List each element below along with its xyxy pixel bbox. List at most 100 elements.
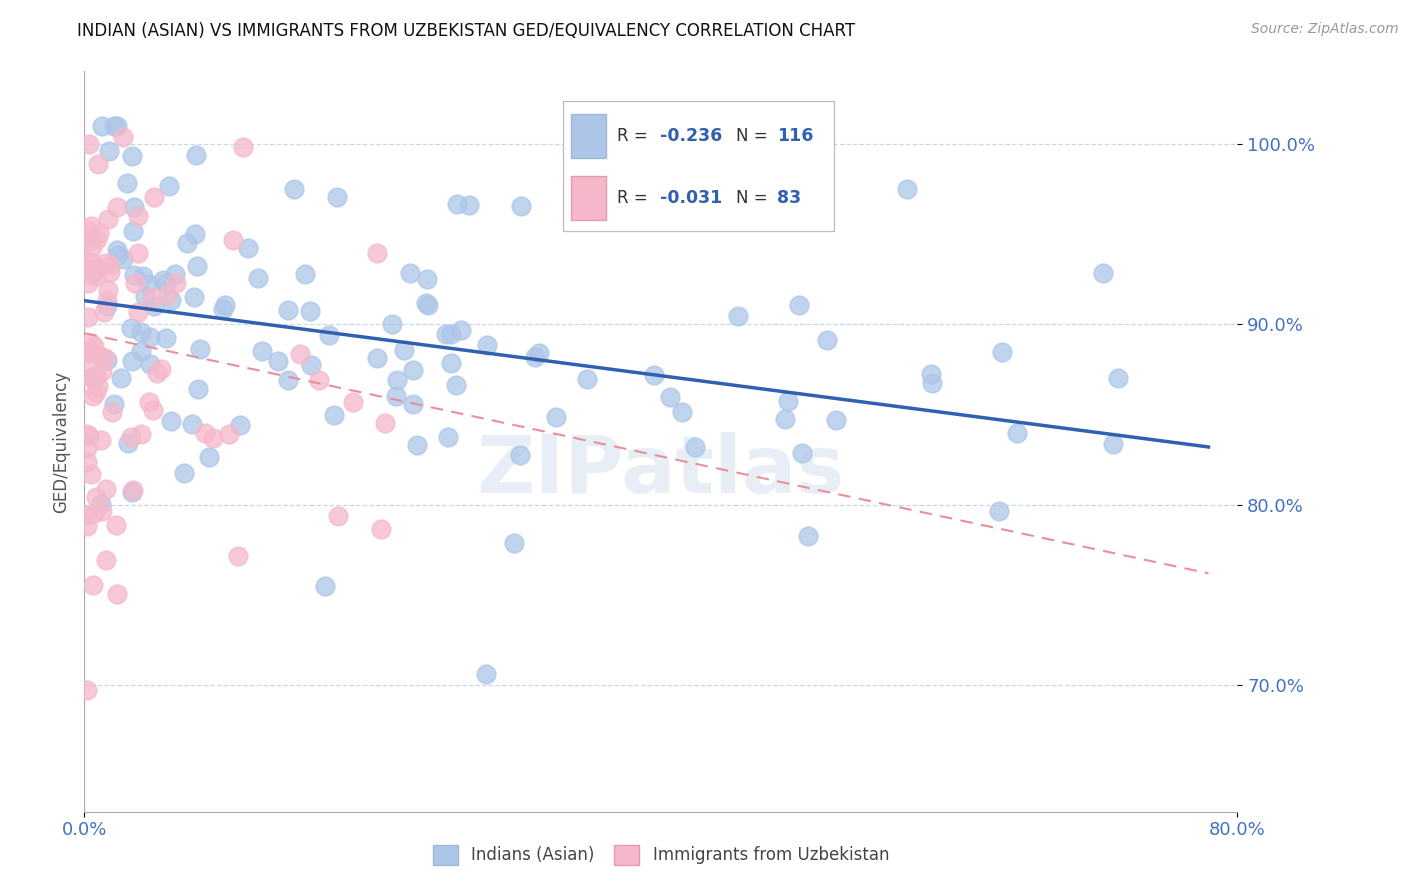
Point bbox=[825, 413, 848, 427]
Point bbox=[402, 397, 425, 411]
Point bbox=[80, 267, 103, 281]
Point bbox=[440, 327, 463, 342]
Point bbox=[97, 212, 120, 227]
Point bbox=[142, 403, 165, 417]
Point bbox=[920, 367, 942, 381]
Point bbox=[76, 344, 98, 359]
Point bbox=[76, 260, 98, 275]
Point bbox=[122, 268, 145, 282]
Point bbox=[437, 430, 460, 444]
Point bbox=[671, 405, 693, 419]
Point bbox=[134, 288, 156, 302]
Point bbox=[184, 148, 207, 162]
Point bbox=[370, 522, 392, 536]
Point bbox=[91, 364, 114, 378]
Point bbox=[187, 382, 209, 396]
Point bbox=[188, 342, 211, 356]
Point bbox=[87, 227, 110, 241]
Point bbox=[475, 666, 498, 681]
Point bbox=[84, 369, 107, 384]
Point bbox=[232, 140, 254, 154]
Point bbox=[159, 414, 181, 428]
Point bbox=[77, 429, 100, 443]
Point bbox=[120, 320, 142, 334]
Point bbox=[299, 359, 322, 373]
Point bbox=[643, 368, 665, 383]
Point bbox=[416, 298, 439, 312]
Point bbox=[214, 298, 236, 312]
Point bbox=[76, 441, 98, 455]
Point bbox=[156, 288, 179, 302]
Point bbox=[100, 265, 122, 279]
Point bbox=[1107, 370, 1129, 384]
Point bbox=[83, 506, 105, 520]
Point bbox=[294, 268, 316, 282]
Point bbox=[152, 273, 174, 287]
Point bbox=[110, 371, 132, 385]
Point bbox=[76, 455, 98, 469]
Point bbox=[120, 430, 142, 444]
Point bbox=[277, 373, 299, 387]
Point bbox=[385, 389, 408, 403]
Text: Source: ZipAtlas.com: Source: ZipAtlas.com bbox=[1251, 22, 1399, 37]
Point bbox=[76, 256, 98, 270]
Point bbox=[107, 248, 129, 262]
Point bbox=[157, 178, 180, 193]
Point bbox=[138, 394, 160, 409]
Point bbox=[288, 347, 311, 361]
Point bbox=[527, 345, 550, 359]
Point bbox=[91, 504, 114, 518]
Point bbox=[183, 290, 205, 304]
Point bbox=[93, 351, 115, 365]
Point bbox=[121, 484, 143, 499]
Text: ZIPatlas: ZIPatlas bbox=[477, 432, 845, 510]
Point bbox=[896, 182, 918, 196]
Point bbox=[93, 304, 115, 318]
Point bbox=[773, 412, 796, 426]
Point bbox=[79, 371, 101, 385]
Point bbox=[155, 331, 177, 345]
Point bbox=[103, 119, 125, 133]
Point bbox=[90, 119, 112, 133]
Point bbox=[797, 528, 820, 542]
Point bbox=[80, 219, 103, 233]
Point bbox=[575, 371, 598, 385]
Point bbox=[267, 354, 290, 368]
Point bbox=[76, 359, 98, 374]
Point bbox=[446, 197, 468, 211]
Point bbox=[181, 417, 204, 431]
Point bbox=[80, 254, 103, 268]
Point bbox=[247, 271, 270, 285]
Point bbox=[458, 197, 481, 211]
Point bbox=[1091, 266, 1114, 280]
Point bbox=[90, 497, 112, 511]
Point bbox=[121, 149, 143, 163]
Point bbox=[105, 119, 128, 133]
Point bbox=[105, 517, 128, 532]
Point bbox=[402, 363, 425, 377]
Point bbox=[105, 243, 128, 257]
Point bbox=[165, 267, 187, 281]
Point bbox=[155, 276, 177, 290]
Point bbox=[127, 246, 149, 260]
Point bbox=[84, 261, 107, 276]
Point bbox=[150, 362, 173, 376]
Point bbox=[112, 252, 135, 266]
Point bbox=[385, 373, 408, 387]
Point bbox=[96, 299, 118, 313]
Point bbox=[76, 519, 98, 533]
Point bbox=[96, 293, 118, 307]
Point bbox=[94, 553, 117, 567]
Point bbox=[325, 190, 347, 204]
Point bbox=[790, 446, 813, 460]
Point bbox=[475, 338, 498, 352]
Point bbox=[308, 373, 330, 387]
Point bbox=[139, 329, 162, 343]
Point bbox=[101, 405, 124, 419]
Point bbox=[509, 448, 531, 462]
Point bbox=[117, 176, 139, 190]
Point bbox=[86, 232, 108, 246]
Point bbox=[921, 376, 943, 391]
Point bbox=[381, 317, 404, 331]
Point bbox=[76, 235, 98, 249]
